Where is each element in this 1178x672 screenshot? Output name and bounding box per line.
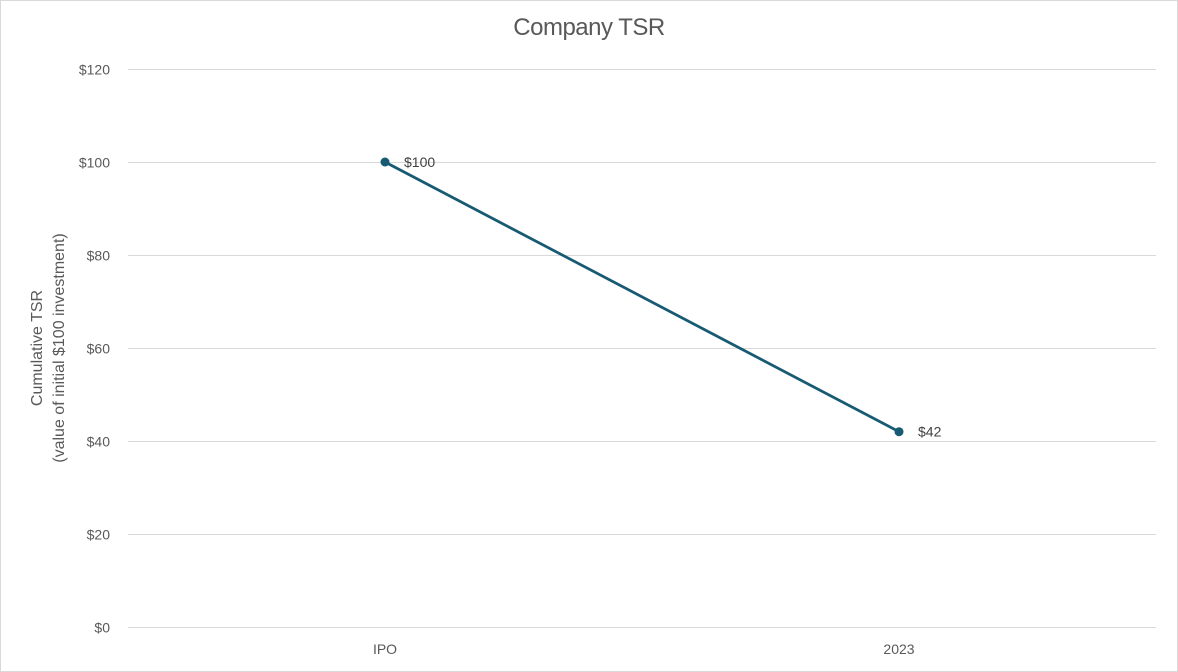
y-axis-title: Cumulative TSR (value of initial $100 in… [29,233,68,462]
gridlines [128,69,1156,628]
y-axis-tick-labels: $0 $20 $40 $60 $80 $100 $120 [79,62,110,636]
y-tick-label: $0 [94,620,110,636]
y-axis-title-line-1: Cumulative TSR [29,290,46,406]
series-line [384,160,900,433]
series: $100 $42 [380,154,942,440]
y-tick-label: $100 [79,155,110,171]
y-tick-label: $60 [87,341,111,357]
data-label: $100 [404,154,435,170]
y-tick-label: $120 [79,62,110,78]
x-tick-label: 2023 [883,641,914,657]
y-tick-label: $80 [87,248,111,264]
data-label: $42 [918,424,942,440]
y-tick-label: $20 [87,527,111,543]
data-point [894,427,904,437]
data-point [380,157,390,167]
chart-title: Company TSR [513,14,665,41]
y-axis-title-line-2: (value of initial $100 investment) [51,233,68,462]
x-axis-tick-labels: IPO 2023 [373,641,915,657]
x-tick-label: IPO [373,641,397,657]
y-tick-label: $40 [87,434,111,450]
